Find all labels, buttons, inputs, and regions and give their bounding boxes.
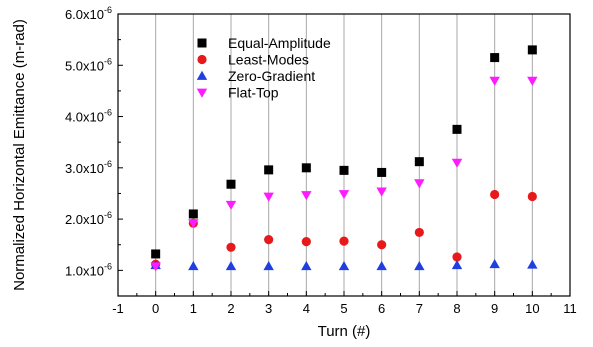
data-point-flat-top xyxy=(489,76,500,86)
data-point-zero-gradient xyxy=(414,261,425,271)
data-point-equal-amplitude xyxy=(264,165,274,175)
data-point-flat-top xyxy=(451,158,463,168)
data-point-least-modes xyxy=(226,242,236,252)
series-layer xyxy=(150,45,538,272)
data-point-flat-top xyxy=(414,179,425,189)
data-point-equal-amplitude xyxy=(339,165,349,175)
legend-label-flat-top: Flat-Top xyxy=(228,85,279,101)
legend-marker-zero-gradient xyxy=(196,70,208,80)
x-tick-label: 2 xyxy=(227,301,234,316)
legend-marker-flat-top xyxy=(196,88,208,98)
data-point-equal-amplitude xyxy=(414,157,424,167)
data-point-flat-top xyxy=(338,190,350,200)
data-point-equal-amplitude xyxy=(527,45,537,55)
x-tick-label: 8 xyxy=(453,301,460,316)
data-point-zero-gradient xyxy=(338,261,350,271)
data-point-equal-amplitude xyxy=(226,179,236,189)
x-tick-label: 11 xyxy=(563,301,577,316)
x-tick-label: 1 xyxy=(190,301,197,316)
x-tick-label: 9 xyxy=(491,301,498,316)
data-point-least-modes xyxy=(264,235,274,245)
data-point-zero-gradient xyxy=(527,259,538,269)
data-point-least-modes xyxy=(527,191,537,202)
y-tick-label: 6.0x10-6 xyxy=(65,5,112,22)
legend-label-least-modes: Least-Modes xyxy=(228,52,309,68)
series-equal-amplitude xyxy=(151,45,537,259)
y-tick-label: 2.0x10-6 xyxy=(65,210,112,227)
grid-lines xyxy=(155,14,533,296)
x-tick-label: 6 xyxy=(378,301,385,316)
x-axis-title: Turn (#) xyxy=(318,323,371,340)
x-tick-label: 5 xyxy=(340,301,347,316)
legend-marker-least-modes xyxy=(197,54,207,65)
data-point-flat-top xyxy=(376,187,387,197)
data-point-flat-top xyxy=(225,200,237,210)
x-tick-label: 3 xyxy=(265,301,272,316)
data-point-flat-top xyxy=(301,191,312,201)
data-point-equal-amplitude xyxy=(452,124,462,134)
data-point-equal-amplitude xyxy=(377,167,387,177)
x-tick-label: 0 xyxy=(152,301,159,316)
data-point-zero-gradient xyxy=(451,260,463,270)
data-point-zero-gradient xyxy=(225,261,237,271)
data-point-zero-gradient xyxy=(301,261,312,271)
legend-label-equal-amplitude: Equal-Amplitude xyxy=(228,35,331,51)
data-point-equal-amplitude xyxy=(490,53,500,63)
y-tick-label: 4.0x10-6 xyxy=(65,108,112,125)
legend: Equal-AmplitudeLeast-ModesZero-GradientF… xyxy=(196,35,331,101)
y-tick-label: 1.0x10-6 xyxy=(65,261,112,278)
y-axis: 1.0x10-6 2.0x10-6 3.0x10-6 4.0x10-6 5.0x10-6… xyxy=(65,5,123,297)
x-axis: -1 0 1 2 3 4 5 6 7 8 9 10 11 xyxy=(112,291,577,316)
data-point-flat-top xyxy=(527,76,538,86)
y-tick-label: 3.0x10-6 xyxy=(65,159,112,176)
data-point-flat-top xyxy=(263,192,274,202)
x-tick-label: -1 xyxy=(112,301,124,316)
data-point-flat-top xyxy=(188,219,199,229)
series-least-modes xyxy=(151,189,537,269)
data-point-equal-amplitude xyxy=(188,209,198,219)
data-point-zero-gradient xyxy=(188,261,199,271)
data-point-least-modes xyxy=(339,236,349,246)
data-point-zero-gradient xyxy=(489,259,500,269)
data-point-zero-gradient xyxy=(263,261,274,271)
data-point-zero-gradient xyxy=(376,261,387,271)
series-flat-top xyxy=(150,76,538,272)
data-point-equal-amplitude xyxy=(301,163,311,173)
y-tick-label: 5.0x10-6 xyxy=(65,56,112,73)
x-tick-label: 4 xyxy=(303,301,310,316)
data-point-least-modes xyxy=(490,189,500,200)
data-point-least-modes xyxy=(452,252,462,262)
data-point-least-modes xyxy=(414,227,424,238)
x-tick-label: 10 xyxy=(525,301,539,316)
data-point-flat-top xyxy=(150,262,161,272)
y-axis-title: Normalized Horizontal Emittance (m-rad) xyxy=(11,19,28,291)
legend-label-zero-gradient: Zero-Gradient xyxy=(228,68,315,84)
x-tick-label: 7 xyxy=(416,301,423,316)
data-point-equal-amplitude xyxy=(151,249,161,259)
data-point-least-modes xyxy=(301,237,311,247)
legend-marker-equal-amplitude xyxy=(197,38,207,48)
data-point-least-modes xyxy=(377,240,387,250)
